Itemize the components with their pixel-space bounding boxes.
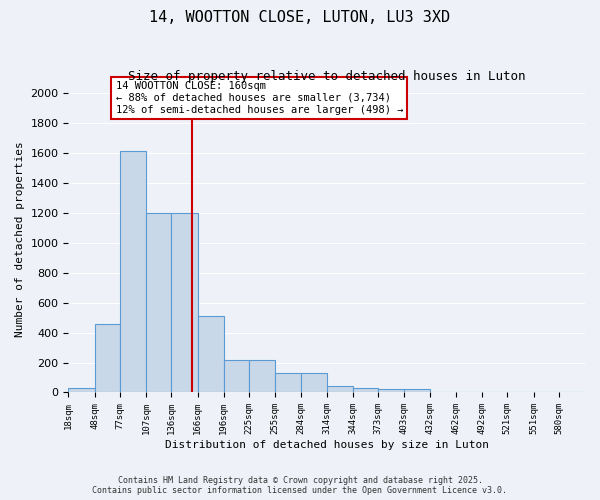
Bar <box>301 373 327 392</box>
Text: Contains HM Land Registry data © Crown copyright and database right 2025.
Contai: Contains HM Land Registry data © Crown c… <box>92 476 508 495</box>
Bar <box>120 152 146 392</box>
Bar <box>95 324 120 392</box>
Bar <box>172 213 197 392</box>
Y-axis label: Number of detached properties: Number of detached properties <box>15 141 25 337</box>
Text: 14, WOOTTON CLOSE, LUTON, LU3 3XD: 14, WOOTTON CLOSE, LUTON, LU3 3XD <box>149 10 451 25</box>
Bar <box>249 360 275 392</box>
Bar <box>197 316 224 392</box>
Title: Size of property relative to detached houses in Luton: Size of property relative to detached ho… <box>128 70 526 83</box>
Bar <box>327 386 353 392</box>
Bar <box>378 390 404 392</box>
Bar <box>275 373 301 392</box>
Bar <box>146 213 172 392</box>
Bar <box>404 390 430 392</box>
Bar <box>224 360 249 392</box>
Bar <box>68 388 95 392</box>
Text: 14 WOOTTON CLOSE: 160sqm
← 88% of detached houses are smaller (3,734)
12% of sem: 14 WOOTTON CLOSE: 160sqm ← 88% of detach… <box>116 82 403 114</box>
Bar <box>353 388 378 392</box>
X-axis label: Distribution of detached houses by size in Luton: Distribution of detached houses by size … <box>165 440 489 450</box>
